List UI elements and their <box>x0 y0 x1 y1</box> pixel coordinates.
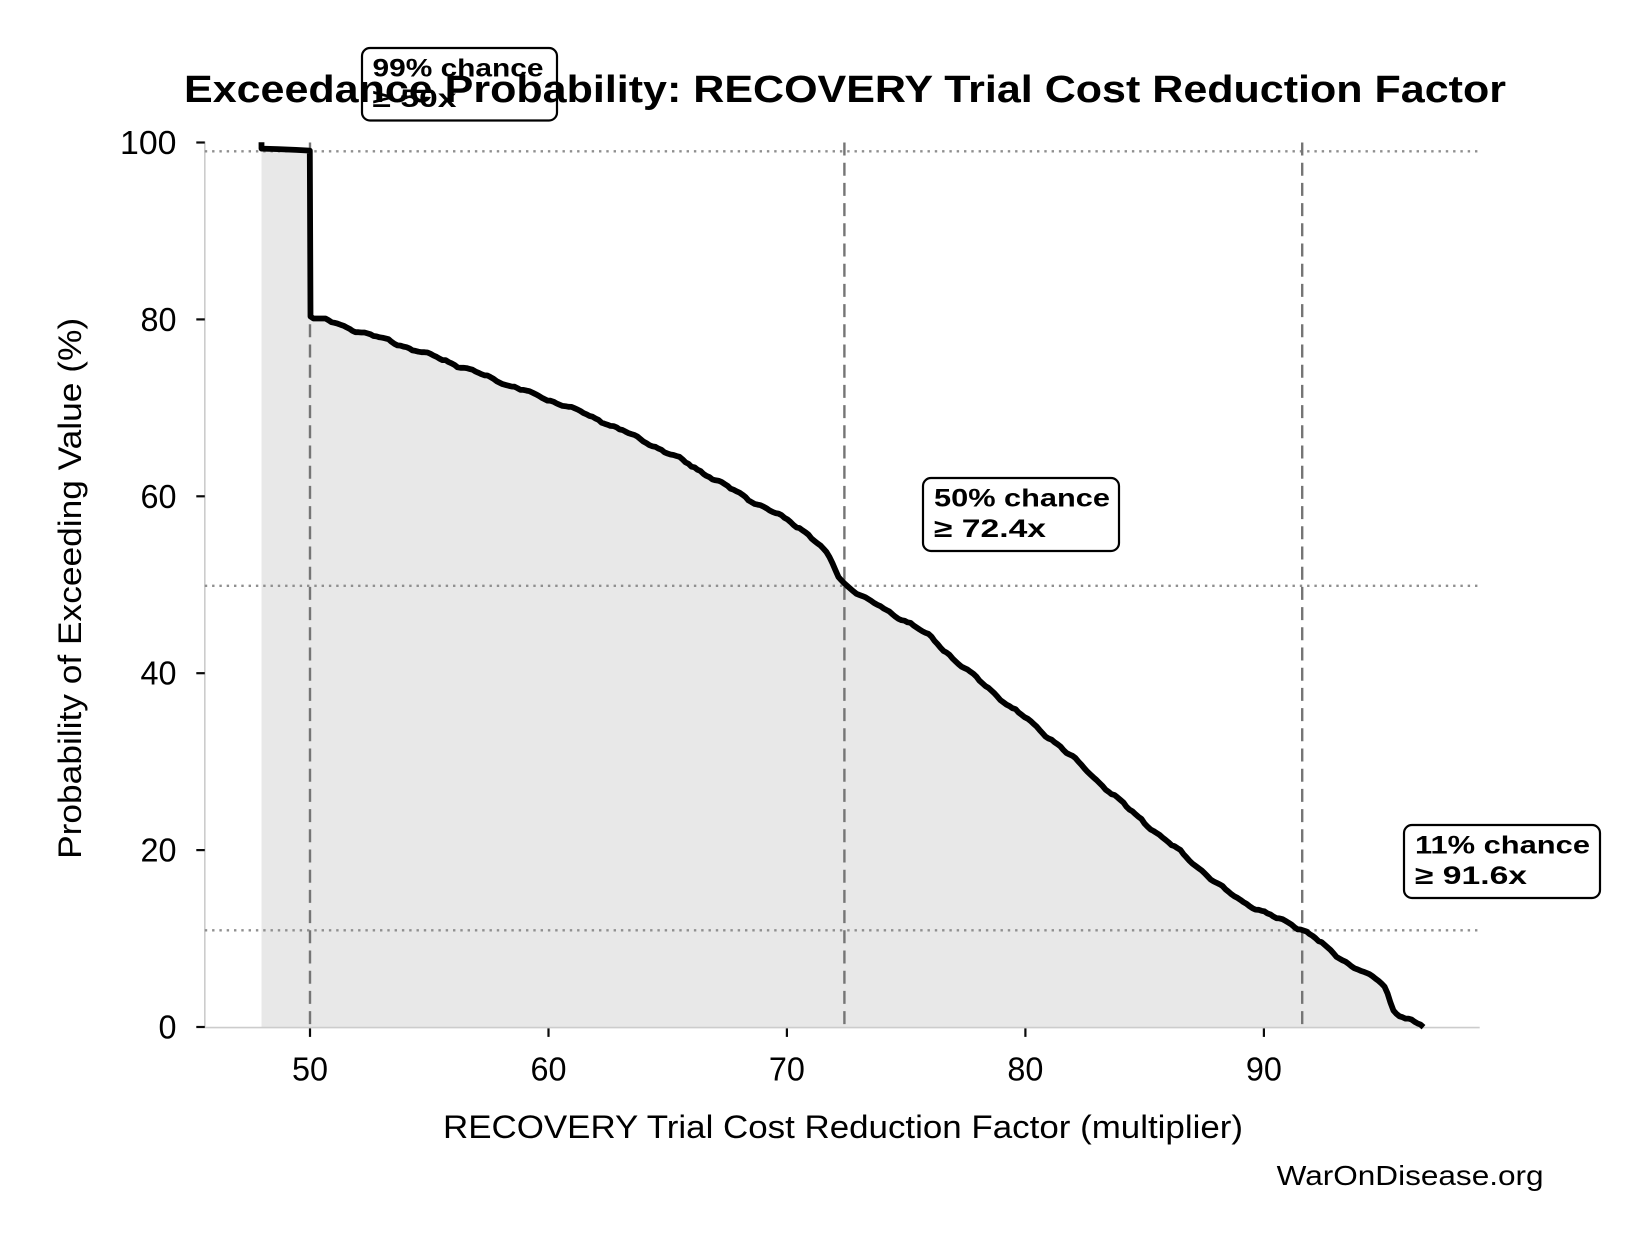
svg-text:≥ 72.4x: ≥ 72.4x <box>934 515 1046 543</box>
svg-text:60: 60 <box>141 478 177 515</box>
svg-text:100: 100 <box>120 124 177 161</box>
svg-text:0: 0 <box>159 1009 177 1046</box>
svg-text:50% chance: 50% chance <box>934 484 1110 512</box>
svg-text:WarOnDisease.org: WarOnDisease.org <box>1277 1160 1544 1191</box>
svg-text:40: 40 <box>141 655 177 692</box>
svg-text:80: 80 <box>1007 1051 1043 1088</box>
svg-text:20: 20 <box>141 832 177 869</box>
svg-text:11% chance: 11% chance <box>1415 831 1590 859</box>
svg-text:Probability of Exceeding Value: Probability of Exceeding Value (%) <box>52 318 88 859</box>
svg-text:90: 90 <box>1246 1051 1282 1088</box>
svg-text:≥ 50x: ≥ 50x <box>373 85 457 113</box>
svg-text:60: 60 <box>531 1051 567 1088</box>
svg-text:50: 50 <box>292 1051 328 1088</box>
svg-text:70: 70 <box>769 1051 805 1088</box>
svg-text:≥ 91.6x: ≥ 91.6x <box>1415 862 1527 890</box>
svg-text:Exceedance Probability: RECOVE: Exceedance Probability: RECOVERY Trial C… <box>184 69 1506 111</box>
svg-text:99% chance: 99% chance <box>373 54 544 82</box>
svg-text:80: 80 <box>141 301 177 338</box>
svg-text:RECOVERY Trial Cost Reduction: RECOVERY Trial Cost Reduction Factor (mu… <box>443 1109 1243 1145</box>
